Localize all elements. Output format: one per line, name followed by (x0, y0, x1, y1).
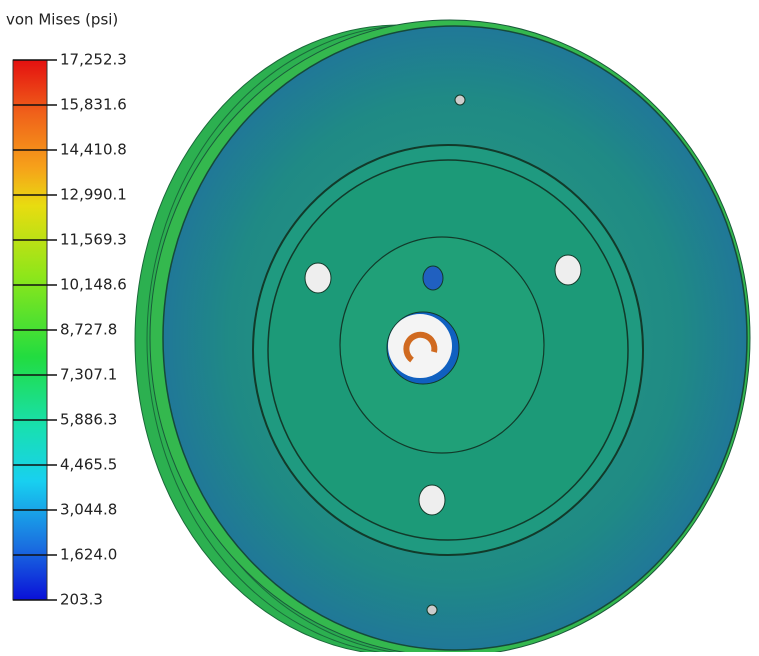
legend-label: 1,624.0 (60, 546, 117, 564)
page: von Mises (psi) 17,252.3 15,831.6 14,410.8… (0, 0, 759, 652)
legend-label: 5,886.3 (60, 411, 117, 429)
legend-label: 4,465.5 (60, 456, 117, 474)
legend-title: von Mises (psi) (6, 11, 118, 29)
legend-label: 14,410.8 (60, 141, 127, 159)
legend-label: 12,990.1 (60, 186, 127, 204)
legend-label: 11,569.3 (60, 231, 127, 249)
legend-label: 8,727.8 (60, 321, 117, 339)
model (135, 20, 750, 652)
legend-label: 15,831.6 (60, 96, 127, 114)
legend-label: 17,252.3 (60, 51, 127, 69)
legend-label: 7,307.1 (60, 366, 117, 384)
legend-label: 3,044.8 (60, 501, 117, 519)
legend-label: 203.3 (60, 591, 103, 609)
legend-label: 10,148.6 (60, 276, 127, 294)
stress-plot: von Mises (psi) 17,252.3 15,831.6 14,410.8… (0, 0, 759, 652)
